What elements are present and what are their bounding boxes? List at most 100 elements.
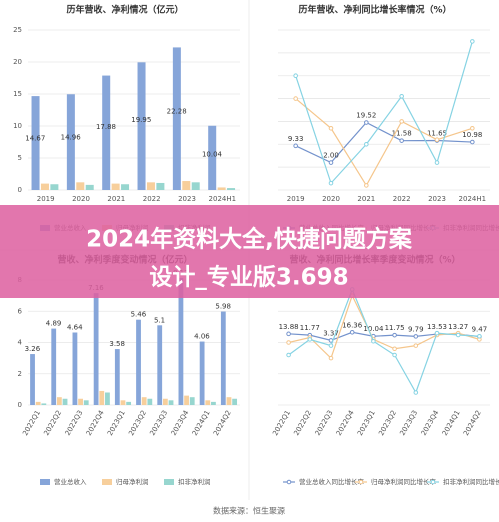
legend-swatch <box>164 479 174 485</box>
bar <box>137 62 146 190</box>
bar <box>72 332 78 405</box>
point <box>328 355 334 361</box>
point <box>286 340 291 345</box>
bar <box>78 398 83 405</box>
data-label: 3.26 <box>25 345 41 353</box>
bar <box>40 183 49 190</box>
bar <box>211 401 216 405</box>
banner <box>0 205 499 298</box>
data-label: 14.96 <box>61 133 82 141</box>
bar <box>105 392 110 405</box>
data-label: 19.95 <box>131 116 151 124</box>
data-label: 9.33 <box>288 135 304 143</box>
bar <box>226 397 232 405</box>
bar <box>146 182 155 190</box>
point <box>286 331 291 337</box>
bar <box>114 349 120 405</box>
bar <box>220 311 226 405</box>
bar <box>50 184 59 190</box>
data-label: 10.98 <box>462 131 482 139</box>
y-tick-label: 20 <box>13 58 22 66</box>
x-tick-label: 2023 <box>178 195 196 203</box>
banner-text: 2024年资料大全,快捷问题方案 <box>86 226 413 253</box>
point <box>349 329 355 335</box>
point <box>364 141 369 147</box>
point <box>434 137 440 143</box>
bar <box>208 125 217 190</box>
data-label: 17.88 <box>96 123 116 131</box>
point <box>328 125 334 131</box>
x-tick-label: 2024H1 <box>459 195 487 203</box>
point <box>470 39 475 44</box>
bar <box>147 398 153 405</box>
overlay: 2024年资料大全,快捷问题方案 设计_专业版3.698 <box>0 205 499 298</box>
x-tick-label: 2020 <box>72 195 90 203</box>
bar <box>41 403 47 405</box>
point <box>364 183 369 188</box>
bar <box>35 401 41 405</box>
data-label: 13.27 <box>448 323 468 331</box>
data-label: 5.98 <box>215 303 231 311</box>
y-tick-label: 6 <box>18 307 23 315</box>
data-label: 11.75 <box>385 324 405 332</box>
x-tick-label: 2019 <box>37 195 55 203</box>
bar <box>111 183 120 190</box>
legend-label: 扣非净利润同比增长率 <box>443 477 499 486</box>
bar <box>83 400 89 405</box>
point <box>286 352 291 358</box>
data-label: 4.89 <box>46 320 62 328</box>
bar <box>162 398 168 405</box>
bar <box>121 184 130 190</box>
data-label: 13.88 <box>279 323 299 331</box>
bar <box>232 398 238 405</box>
bar <box>191 182 200 190</box>
point <box>328 180 334 186</box>
point <box>477 333 482 339</box>
point <box>392 346 397 352</box>
point <box>293 73 298 79</box>
x-tick-label: 2022 <box>393 195 411 203</box>
bar <box>199 341 205 405</box>
y-tick-label: 2 <box>18 370 22 378</box>
bar <box>168 400 174 405</box>
bar <box>184 395 189 405</box>
point <box>434 330 440 336</box>
point <box>413 390 419 395</box>
legend-swatch <box>286 479 292 485</box>
data-label: 14.67 <box>25 134 45 142</box>
legend-label: 营业总收入 <box>54 477 87 486</box>
bar <box>227 188 236 190</box>
bar <box>157 325 163 405</box>
legend-swatch <box>102 479 112 485</box>
bar <box>99 390 105 405</box>
data-label: 3.37 <box>323 329 339 337</box>
line <box>295 98 473 187</box>
bar <box>93 293 99 405</box>
x-tick-label: 2021 <box>107 195 125 203</box>
source: 数据来源：恒生聚源 <box>213 506 285 516</box>
line <box>288 287 480 394</box>
legend-swatch <box>40 479 50 485</box>
bar <box>126 401 132 405</box>
point <box>307 337 313 342</box>
data-label: 4.06 <box>194 333 210 341</box>
bar <box>136 319 141 405</box>
bar <box>178 277 184 405</box>
point <box>399 138 404 143</box>
x-tick-label: 2023 <box>428 195 446 203</box>
point <box>328 160 334 165</box>
bar <box>102 75 111 190</box>
point <box>413 343 419 348</box>
data-label: 11.58 <box>392 130 412 138</box>
bar <box>182 181 191 190</box>
bar <box>141 397 147 405</box>
legend-label: 扣非净利润 <box>178 477 211 486</box>
bar <box>85 184 94 190</box>
y-tick-label: 10 <box>13 122 22 130</box>
bar <box>51 328 57 405</box>
bar <box>120 400 126 405</box>
point <box>392 332 397 338</box>
chart-title: 历年营收、净利同比增长率情况（%） <box>298 4 451 16</box>
point <box>364 120 369 125</box>
